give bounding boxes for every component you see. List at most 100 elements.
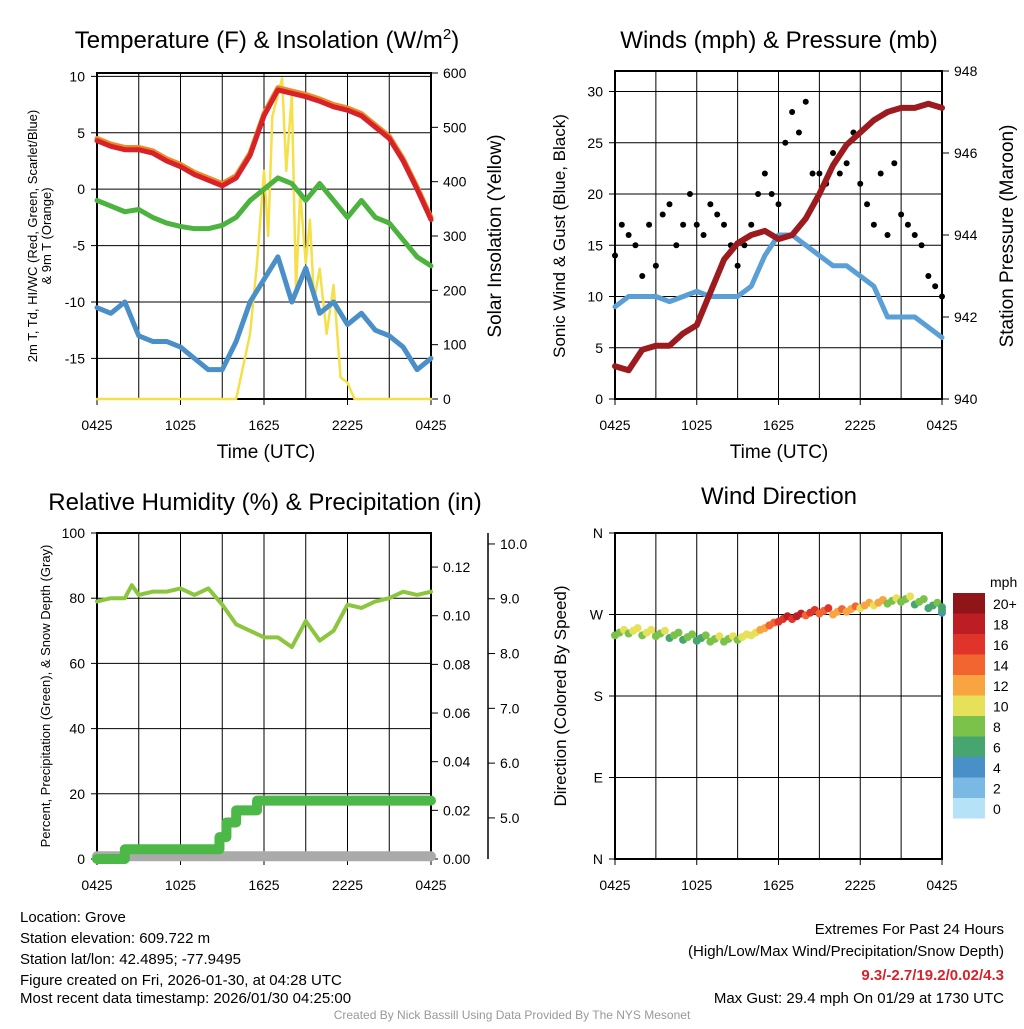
gust-point <box>686 191 693 197</box>
gust-point <box>707 201 714 208</box>
plot-area-3 <box>609 532 943 865</box>
x-tick-label: 0425 <box>599 877 630 893</box>
x-tick-label: 0425 <box>415 417 446 433</box>
legend-label: 18 <box>993 617 1009 633</box>
gust-point <box>904 221 911 228</box>
legend-label: 20+ <box>993 596 1017 612</box>
gust-point <box>693 221 700 228</box>
x-tick-label: 1625 <box>763 417 794 433</box>
y-tick-label: N <box>593 525 603 541</box>
footer-location: Location: Grove <box>20 909 126 926</box>
x-tick-label: 0425 <box>81 877 112 893</box>
legend-label: 14 <box>993 658 1009 674</box>
windchill-line <box>94 254 434 373</box>
extremes-values: 9.3/-2.7/19.2/0.02/4.3 <box>861 967 1004 984</box>
dir-chart-title: Wind Direction <box>701 483 857 510</box>
x-tick-label: 1625 <box>763 877 794 893</box>
gust-point <box>646 221 653 228</box>
wind-chart-title: Winds (mph) & Pressure (mb) <box>620 27 937 54</box>
gust-point <box>618 221 625 228</box>
x-tick-label: 0425 <box>81 417 112 433</box>
gust-point <box>911 232 918 238</box>
x-tick-label: 1025 <box>681 417 712 433</box>
x-tick-label: 0425 <box>599 417 630 433</box>
snow-tick-label: 5.0 <box>500 810 520 826</box>
direction-point <box>906 592 915 601</box>
footer-latlon: Station lat/lon: 42.4895; -77.9495 <box>20 951 241 968</box>
y-tick-label: 0 <box>77 851 85 867</box>
pressure-tick-label: 944 <box>954 227 978 243</box>
precip-tick-label: 0.00 <box>443 851 470 867</box>
gust-point <box>870 221 877 228</box>
legend-swatch <box>953 593 985 614</box>
y-tick-label: -15 <box>65 350 85 366</box>
gust-point <box>891 160 898 167</box>
gust-point <box>816 170 823 177</box>
gust-point <box>755 191 762 197</box>
legend-swatch <box>953 695 985 716</box>
legend-swatch <box>953 654 985 675</box>
gust-point <box>761 170 768 177</box>
direction-point <box>674 628 683 637</box>
gust-point <box>857 180 864 187</box>
gust-point <box>721 221 727 228</box>
y-tick-label: 10 <box>587 289 603 305</box>
legend-swatch <box>953 736 985 757</box>
direction-point <box>660 626 669 635</box>
gust-point <box>809 170 816 177</box>
pressure-tick-label: 942 <box>954 309 978 325</box>
gust-point <box>741 242 748 249</box>
wind-xlabel: Time (UTC) <box>730 442 829 463</box>
solar-tick-label: 400 <box>443 174 467 190</box>
legend-swatch <box>953 613 985 634</box>
solar-ylabel: Solar Insolation (Yellow) <box>485 134 506 337</box>
x-tick-label: 0425 <box>926 417 957 433</box>
direction-point <box>715 632 724 641</box>
y-tick-label: 20 <box>69 786 85 802</box>
precip-tick-label: 0.08 <box>443 656 470 672</box>
direction-point <box>701 631 710 640</box>
gust-point <box>639 273 646 279</box>
solar-tick-label: 600 <box>443 65 467 81</box>
snow-tick-label: 9.0 <box>500 591 520 607</box>
gust-point <box>612 252 618 259</box>
gust-point <box>748 221 755 228</box>
y-tick-label: 25 <box>587 135 603 151</box>
gust-point <box>714 211 721 218</box>
x-tick-label: 2225 <box>332 417 363 433</box>
plot-area-2 <box>91 532 432 865</box>
solar-tick-label: 500 <box>443 119 467 135</box>
legend-swatch <box>953 798 985 819</box>
direction-point <box>824 604 833 613</box>
pressure-ylabel: Station Pressure (Maroon) <box>997 125 1018 348</box>
direction-point <box>633 624 642 633</box>
credit: Created By Nick Bassill Using Data Provi… <box>334 1008 691 1022</box>
rh-ylabel: Percent, Precipitation (Green), & Snow D… <box>38 545 53 848</box>
snow-tick-label: 8.0 <box>500 646 520 662</box>
extremes-title: Extremes For Past 24 Hours <box>815 921 1004 938</box>
legend-swatch <box>953 634 985 655</box>
precip-tick-label: 0.10 <box>443 608 470 624</box>
y-tick-label: 60 <box>69 655 85 671</box>
x-tick-label: 2225 <box>332 877 363 893</box>
x-tick-label: 0425 <box>926 877 957 893</box>
y-tick-label: 80 <box>69 590 85 606</box>
y-tick-label: W <box>590 607 604 623</box>
footer: Location: Grove Station elevation: 609.7… <box>20 909 1004 1022</box>
gust-point <box>918 242 925 249</box>
precip-tick-label: 0.02 <box>443 802 470 818</box>
gust-point <box>864 201 871 208</box>
speed-legend: mph 20+ 18 16 14 12 10 8 6 4 2 0 <box>953 574 1017 819</box>
footer-created: Figure created on Fri, 2026-01-30, at 04… <box>20 972 342 989</box>
legend-label: 10 <box>993 699 1009 715</box>
y-tick-label: S <box>594 688 603 704</box>
pressure-tick-label: 948 <box>954 63 978 79</box>
gust-point <box>659 211 666 218</box>
direction-point <box>647 625 656 634</box>
gust-point <box>830 150 836 156</box>
legend-swatch <box>953 757 985 778</box>
legend-label: 0 <box>993 801 1001 817</box>
gust-point <box>843 160 850 167</box>
rh-line <box>95 583 433 650</box>
